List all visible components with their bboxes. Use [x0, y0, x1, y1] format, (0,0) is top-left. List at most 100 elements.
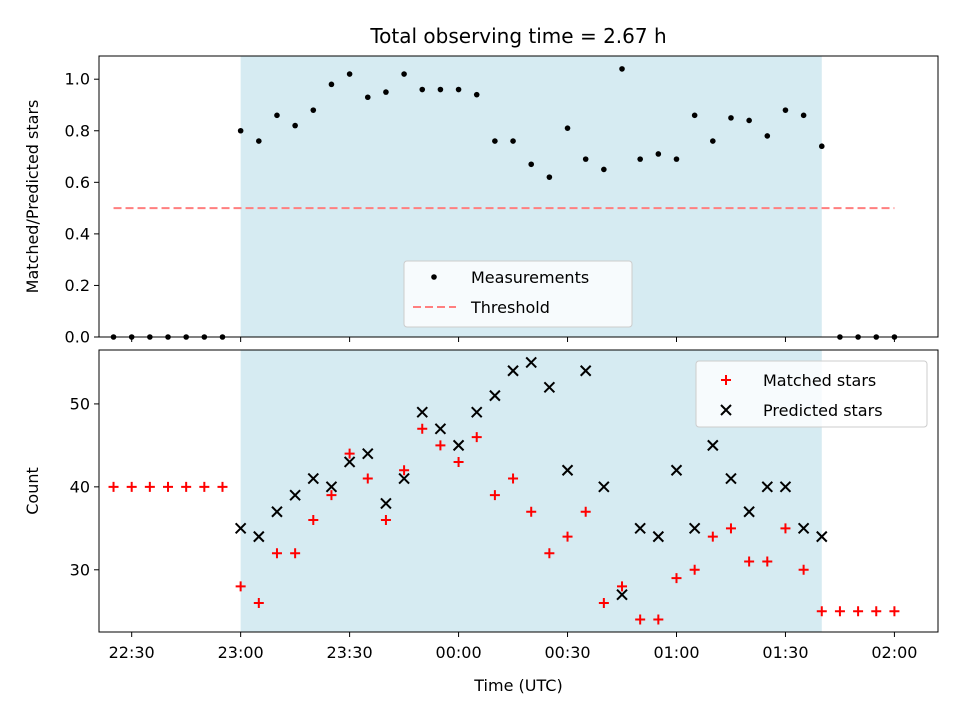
- predicted-stars-point: [471, 406, 483, 418]
- predicted-stars-point: [598, 481, 610, 493]
- matched-stars-point: [453, 456, 464, 467]
- legend-top: Measurements Threshold: [403, 260, 633, 328]
- matched-stars-point: [308, 515, 319, 526]
- matched-stars-point: [235, 581, 246, 592]
- legend-measurements-label: Measurements: [471, 268, 589, 287]
- matched-stars-point: [271, 548, 282, 559]
- predicted-stars-point: [489, 389, 501, 402]
- predicted-stars-point: [761, 481, 774, 493]
- legend-threshold-label: Threshold: [470, 298, 550, 317]
- measurement-point: [274, 112, 280, 119]
- matched-stars-point: [689, 564, 700, 575]
- matched-stars-point: [163, 481, 174, 492]
- matched-stars-point: [707, 531, 718, 542]
- top-panel: 0.0 0.2 0.4 0.6 0.8 1.0 Matched/Predicted star…: [23, 24, 939, 347]
- predicted-stars-point: [289, 489, 301, 501]
- x-tick-label: 01:00: [653, 643, 699, 662]
- matched-stars-point: [290, 548, 301, 559]
- matched-stars-point: [816, 606, 827, 617]
- y-tick-label: 0.6: [65, 173, 90, 192]
- measurement-point: [364, 94, 371, 101]
- matched-stars-point: [489, 490, 500, 501]
- predicted-stars-point: [307, 472, 319, 485]
- x-tick-label: 01:30: [762, 643, 808, 662]
- predicted-stars-point: [325, 481, 338, 493]
- measurement-point: [437, 86, 444, 93]
- measurement-point: [691, 112, 698, 119]
- predicted-stars-point: [543, 381, 556, 394]
- matched-stars-point: [598, 597, 609, 608]
- matched-stars-point: [344, 448, 355, 459]
- y-tick-label: 30: [70, 560, 90, 579]
- matched-stars-point: [544, 548, 555, 559]
- legend-measurements-marker: [431, 274, 437, 280]
- measurement-point: [782, 107, 789, 113]
- bottom-panel: 30 40 50 22:30 23:00 23:30 00:00 00:30 01:00 01:3…: [23, 349, 939, 695]
- y-tick-label: 0.4: [65, 224, 90, 243]
- legend-matched-marker: [721, 375, 731, 385]
- measurement-point: [746, 117, 752, 124]
- predicted-stars-point: [616, 588, 628, 601]
- matched-stars-point: [362, 473, 373, 484]
- measurement-point: [510, 138, 516, 144]
- predicted-stars-point: [579, 365, 592, 377]
- matched-stars-point: [853, 606, 864, 617]
- matched-stars-point: [217, 481, 228, 492]
- predicted-stars-point: [525, 356, 537, 369]
- measurement-point: [383, 89, 389, 95]
- measurement-point: [673, 156, 680, 162]
- measurement-point: [619, 66, 625, 72]
- predicted-stars-point: [816, 530, 828, 543]
- series-predicted-stars: [234, 356, 828, 601]
- x-tick-label: 00:00: [436, 643, 482, 662]
- measurement-point: [310, 107, 317, 113]
- matched-stars-point: [181, 481, 192, 492]
- matched-stars-point: [653, 614, 664, 625]
- measurement-point: [710, 138, 716, 144]
- matched-stars-point: [562, 531, 573, 542]
- measurement-point: [800, 112, 807, 119]
- y-tick-label: 0.0: [65, 328, 90, 347]
- matched-stars-point: [399, 465, 410, 476]
- predicted-stars-point: [434, 423, 447, 435]
- y-tick-label: 0.8: [65, 121, 90, 140]
- predicted-stars-point: [507, 365, 519, 377]
- predicted-stars-point: [634, 522, 646, 535]
- matched-stars-point: [635, 614, 646, 625]
- measurement-point: [237, 127, 244, 134]
- legend-predicted-marker: [720, 404, 732, 416]
- predicted-stars-point: [416, 406, 428, 418]
- measurement-point: [764, 133, 771, 139]
- measurement-point: [292, 122, 298, 129]
- series-matched-stars: [108, 423, 900, 625]
- predicted-stars-point: [688, 522, 701, 535]
- measurement-point: [818, 143, 825, 150]
- matched-stars-point: [417, 423, 428, 434]
- predicted-stars-point: [380, 497, 392, 510]
- predicted-stars-point: [670, 464, 683, 476]
- measurement-point: [528, 161, 535, 168]
- legend-box: [403, 260, 633, 328]
- x-tick-label: 02:00: [871, 643, 917, 662]
- predicted-stars-point: [362, 447, 374, 460]
- measurement-point: [546, 174, 553, 180]
- legend-bottom: Matched stars Predicted stars: [695, 360, 928, 428]
- x-tick-label: 00:30: [544, 643, 590, 662]
- x-tick-label: 22:30: [109, 643, 155, 662]
- matched-stars-point: [871, 606, 882, 617]
- measurement-point: [473, 91, 480, 98]
- matched-stars-point: [671, 573, 682, 584]
- legend-box: [695, 360, 928, 428]
- y-tick-label: 40: [70, 477, 90, 496]
- matched-stars-point: [834, 606, 845, 617]
- matched-stars-point: [126, 481, 137, 492]
- x-tick-label: 23:00: [218, 643, 264, 662]
- measurement-point: [637, 156, 643, 162]
- measurement-point: [582, 156, 589, 162]
- predicted-stars-point: [452, 439, 465, 452]
- matched-stars-point: [471, 432, 482, 443]
- measurement-point: [655, 151, 662, 157]
- measurement-point: [455, 86, 462, 93]
- axes-frame: [98, 55, 939, 338]
- matched-stars-point: [744, 556, 755, 567]
